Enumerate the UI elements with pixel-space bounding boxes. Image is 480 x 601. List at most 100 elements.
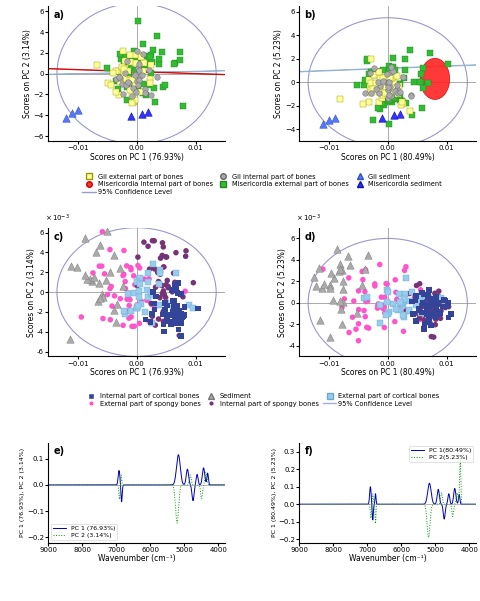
Point <box>172 310 180 320</box>
PC 1 (76.93%) <box>126 481 132 489</box>
Point <box>173 302 180 312</box>
Point <box>150 236 158 246</box>
Point <box>416 78 423 87</box>
Point <box>375 73 383 83</box>
Legend: Internal part of cortical bones, External part of spongy bones, Sediment, Intern: Internal part of cortical bones, Externa… <box>84 393 439 406</box>
Point <box>399 312 407 322</box>
X-axis label: Scores on PC 1 (76.93%): Scores on PC 1 (76.93%) <box>89 153 183 162</box>
Point <box>144 285 151 294</box>
Point <box>143 51 151 61</box>
Point <box>417 288 425 297</box>
Point <box>383 287 391 297</box>
Point <box>417 291 424 301</box>
Point <box>180 302 188 312</box>
Point <box>336 296 343 306</box>
PC 2(5.23%) <box>456 455 462 462</box>
Point <box>440 296 448 305</box>
Point <box>135 292 143 302</box>
Text: $\times\,10^{-3}$: $\times\,10^{-3}$ <box>295 213 320 224</box>
Point <box>182 246 190 255</box>
Point <box>173 288 181 297</box>
Point <box>432 300 439 310</box>
Y-axis label: PC 1 (76.93%), PC 2 (3.14%): PC 1 (76.93%), PC 2 (3.14%) <box>20 448 25 537</box>
Point <box>406 90 414 100</box>
Point <box>165 317 172 326</box>
Point <box>382 285 390 294</box>
Point <box>421 318 429 328</box>
Point <box>150 304 158 313</box>
Point <box>354 305 362 314</box>
Point <box>434 287 442 296</box>
Point <box>123 95 131 105</box>
Point <box>133 52 141 62</box>
Point <box>363 296 371 306</box>
Point <box>374 89 382 99</box>
Point <box>177 319 184 328</box>
Point <box>93 59 100 69</box>
PC 1(80.49%) <box>468 501 473 508</box>
Point <box>170 316 178 326</box>
Point <box>131 280 138 290</box>
Point <box>138 67 146 76</box>
Point <box>148 46 156 55</box>
Point <box>134 286 142 296</box>
Point <box>163 315 170 325</box>
Point <box>395 289 402 299</box>
Point <box>164 283 172 293</box>
Point <box>420 320 427 329</box>
Point <box>68 108 75 118</box>
Point <box>175 325 182 335</box>
Point <box>131 70 138 80</box>
Point <box>431 320 438 329</box>
Point <box>159 286 167 296</box>
Point <box>385 73 393 82</box>
Point <box>140 237 147 247</box>
Point <box>384 91 392 100</box>
Point <box>330 113 338 123</box>
Line: PC 2 (3.14%): PC 2 (3.14%) <box>48 472 225 523</box>
Point <box>96 293 103 303</box>
Point <box>418 288 426 298</box>
Point <box>337 303 345 313</box>
Point <box>397 299 405 308</box>
Point <box>151 320 159 330</box>
Point <box>408 310 416 319</box>
Point <box>364 323 372 333</box>
Point <box>170 296 178 305</box>
Point <box>127 312 135 322</box>
Point <box>393 88 401 98</box>
Point <box>433 309 441 319</box>
PC 1 (76.93%) <box>216 481 222 489</box>
Point <box>318 119 326 129</box>
Point <box>155 314 162 324</box>
Point <box>351 325 359 334</box>
Point <box>133 63 141 73</box>
Point <box>127 90 135 100</box>
Point <box>171 308 179 317</box>
Point <box>158 288 166 298</box>
Point <box>171 310 179 320</box>
Point <box>422 297 430 307</box>
Point <box>417 310 424 320</box>
Point <box>159 262 167 272</box>
Point <box>120 309 128 319</box>
PC 1(80.49%) <box>382 501 387 508</box>
Point <box>381 89 388 99</box>
Point <box>102 275 109 284</box>
Point <box>123 64 131 73</box>
Point <box>393 306 401 316</box>
Point <box>383 93 391 103</box>
Point <box>108 81 115 90</box>
Ellipse shape <box>0 18 480 123</box>
Point <box>171 319 179 328</box>
Point <box>62 114 70 123</box>
Point <box>123 294 131 304</box>
Point <box>135 59 143 69</box>
Point <box>431 314 439 324</box>
Point <box>425 309 432 319</box>
Point <box>169 307 177 317</box>
Point <box>430 302 437 311</box>
Point <box>391 66 398 75</box>
Point <box>396 79 403 89</box>
Point <box>424 285 432 294</box>
